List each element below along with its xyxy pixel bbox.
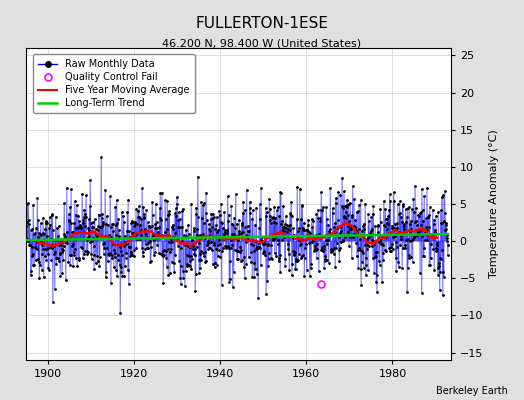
Text: FULLERTON-1ESE: FULLERTON-1ESE — [195, 16, 329, 31]
Text: 46.200 N, 98.400 W (United States): 46.200 N, 98.400 W (United States) — [162, 38, 362, 48]
Text: Berkeley Earth: Berkeley Earth — [436, 386, 508, 396]
Legend: Raw Monthly Data, Quality Control Fail, Five Year Moving Average, Long-Term Tren: Raw Monthly Data, Quality Control Fail, … — [33, 54, 194, 113]
Y-axis label: Temperature Anomaly (°C): Temperature Anomaly (°C) — [488, 130, 499, 278]
